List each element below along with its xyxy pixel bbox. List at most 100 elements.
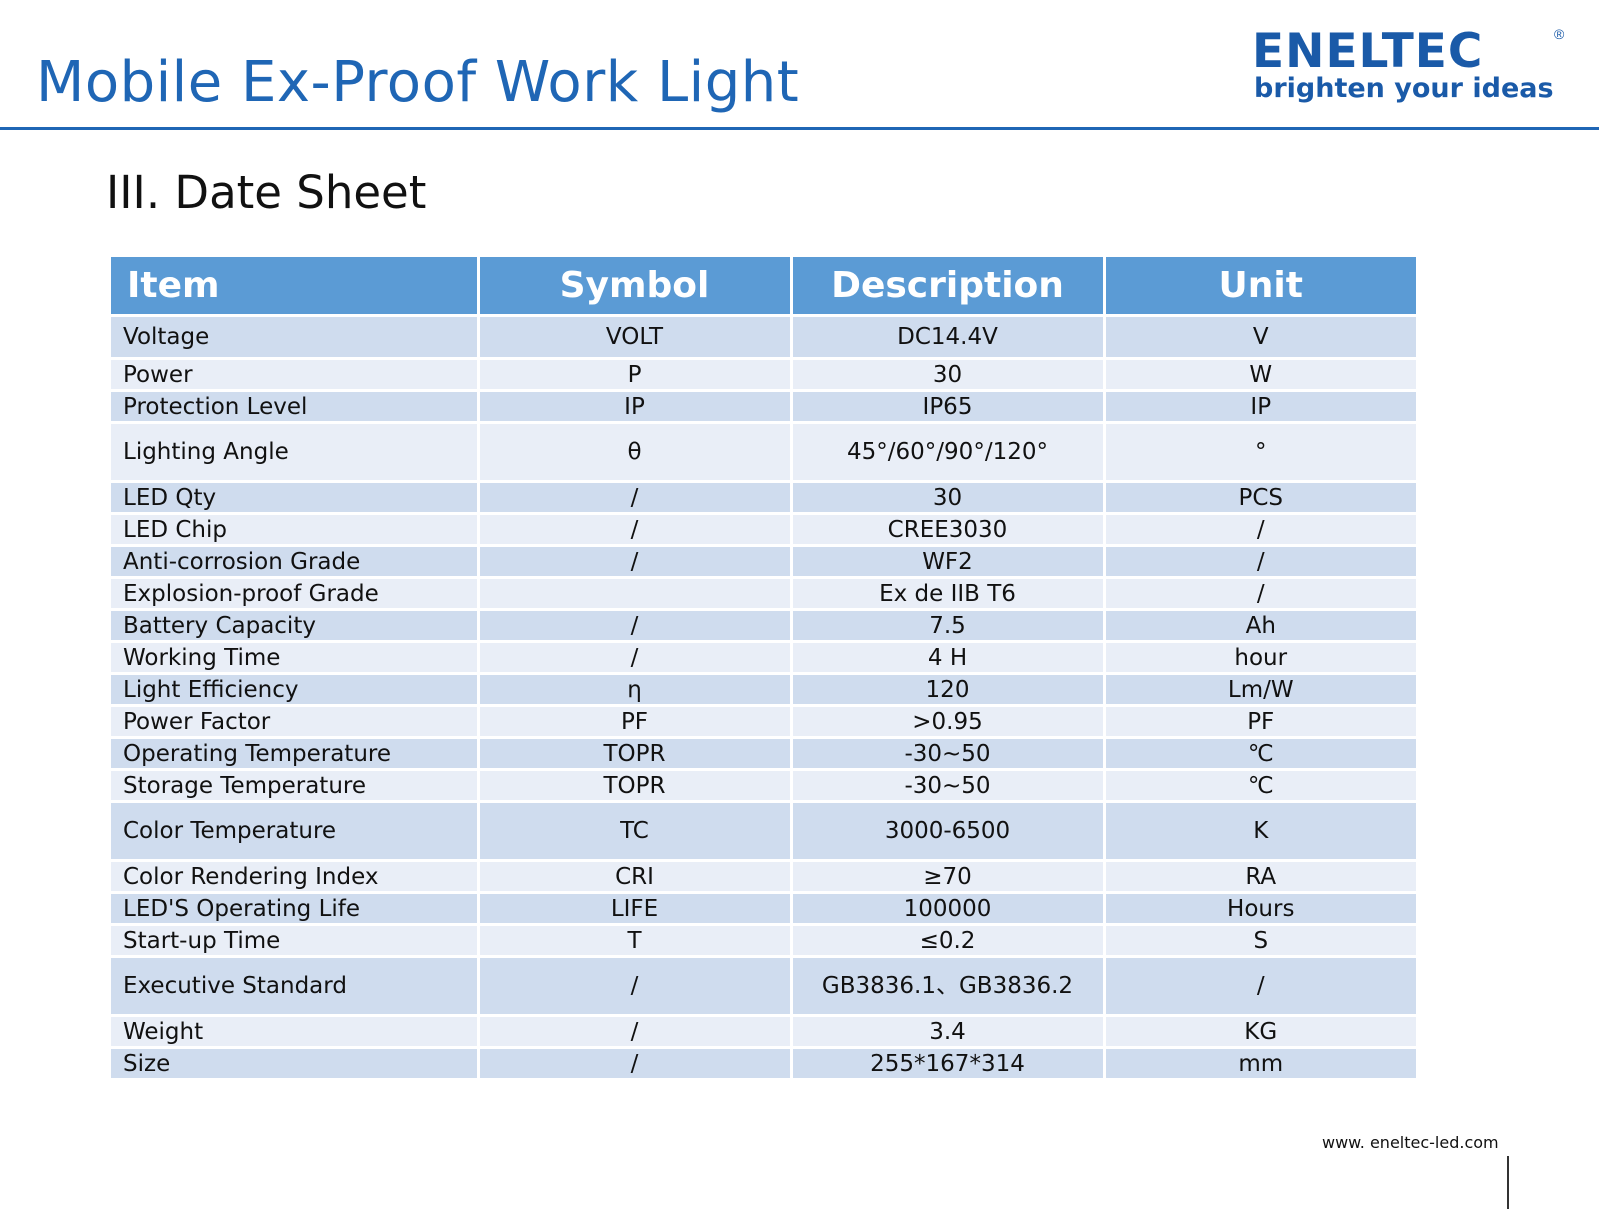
table-row: Light Efficiency η 120 Lm/W — [111, 673, 1416, 707]
cell-unit: Ah — [1104, 609, 1416, 643]
cell-description: ≤0.2 — [791, 924, 1106, 958]
table-row: Lighting Angle θ 45°/60°/90°/120° ° — [111, 422, 1416, 483]
cell-unit: Lm/W — [1104, 673, 1416, 707]
cell-description: >0.95 — [791, 705, 1106, 739]
table-row: LED Qty/30 PCS — [111, 481, 1416, 515]
cell-unit: ℃ — [1104, 737, 1416, 771]
cell-unit: S — [1104, 924, 1416, 958]
table-row: Anti-corrosion Grade / WF2/ — [111, 545, 1416, 579]
cell-symbol: θ — [478, 422, 793, 483]
cell-item: Battery Capacity — [111, 609, 480, 643]
footer-website: www. eneltec-led.com — [1322, 1133, 1499, 1152]
table-row: Color Temperature TC 3000-6500 K — [111, 801, 1416, 862]
cell-description: 3.4 — [791, 1015, 1106, 1049]
cell-item: Executive Standard — [111, 956, 480, 1017]
cell-symbol: TOPR — [478, 737, 793, 771]
cell-description: IP65 — [791, 390, 1106, 424]
cell-unit: / — [1104, 956, 1416, 1017]
cell-symbol: / — [478, 481, 793, 515]
cell-item: Color Rendering Index — [111, 860, 480, 894]
cell-unit: K — [1104, 801, 1416, 862]
cell-symbol: η — [478, 673, 793, 707]
footer-divider — [1507, 1156, 1509, 1209]
cell-item: Explosion-proof Grade — [111, 577, 480, 611]
cell-item: Working Time — [111, 641, 480, 675]
eneltec-logo: ENELTEC ® brighten your ideas — [1252, 26, 1572, 108]
cell-symbol: T — [478, 924, 793, 958]
cell-symbol — [478, 577, 793, 611]
cell-description: 4 H — [791, 641, 1106, 675]
registered-mark: ® — [1554, 26, 1565, 42]
table-row: Executive Standard / GB3836.1、GB3836.2/ — [111, 956, 1416, 1017]
cell-item: Protection Level — [111, 390, 480, 424]
cell-description: Ex de IIB T6 — [791, 577, 1106, 611]
cell-unit: ° — [1104, 422, 1416, 483]
cell-unit: PCS — [1104, 481, 1416, 515]
cell-unit: / — [1104, 577, 1416, 611]
cell-symbol: / — [478, 545, 793, 579]
cell-unit: ℃ — [1104, 769, 1416, 803]
section-title: III. Date Sheet — [106, 166, 427, 219]
cell-item: Size — [111, 1047, 480, 1081]
column-header-symbol: Symbol — [478, 257, 793, 317]
cell-item: Voltage — [111, 315, 480, 360]
table-row: Power P 30 W — [111, 358, 1416, 392]
column-header-description: Description — [791, 257, 1106, 317]
cell-description: ≥70 — [791, 860, 1106, 894]
cell-symbol: CRI — [478, 860, 793, 894]
cell-unit: PF — [1104, 705, 1416, 739]
table-row: Explosion-proof Grade Ex de IIB T6/ — [111, 577, 1416, 611]
cell-symbol: / — [478, 513, 793, 547]
cell-symbol: / — [478, 641, 793, 675]
cell-description: 255*167*314 — [791, 1047, 1106, 1081]
cell-description: 100000 — [791, 892, 1106, 926]
cell-item: Storage Temperature — [111, 769, 480, 803]
table-row: Voltage VOLT DC14.4V V — [111, 315, 1416, 360]
cell-description: 45°/60°/90°/120° — [791, 422, 1106, 483]
logo-wordmark: ENELTEC — [1252, 24, 1484, 79]
cell-description: 7.5 — [791, 609, 1106, 643]
cell-item: LED Qty — [111, 481, 480, 515]
cell-description: DC14.4V — [791, 315, 1106, 360]
column-header-unit: Unit — [1104, 257, 1416, 317]
cell-unit: / — [1104, 545, 1416, 579]
cell-description: -30~50 — [791, 737, 1106, 771]
cell-unit: / — [1104, 513, 1416, 547]
cell-item: Power Factor — [111, 705, 480, 739]
table-row: Battery Capacity/7.5 Ah — [111, 609, 1416, 643]
cell-unit: RA — [1104, 860, 1416, 894]
cell-symbol: TOPR — [478, 769, 793, 803]
table-row: LED Chip / CREE3030/ — [111, 513, 1416, 547]
table-row: Size/255*167*314 mm — [111, 1047, 1416, 1081]
cell-description: GB3836.1、GB3836.2 — [791, 956, 1106, 1017]
cell-symbol: / — [478, 609, 793, 643]
cell-unit: hour — [1104, 641, 1416, 675]
cell-description: 30 — [791, 358, 1106, 392]
cell-unit: mm — [1104, 1047, 1416, 1081]
table-row: Weight/3.4 KG — [111, 1015, 1416, 1049]
cell-unit: KG — [1104, 1015, 1416, 1049]
cell-unit: W — [1104, 358, 1416, 392]
logo-tagline: brighten your ideas — [1254, 73, 1554, 104]
table-row: Power Factor PF >0.95 PF — [111, 705, 1416, 739]
cell-description: WF2 — [791, 545, 1106, 579]
cell-symbol: / — [478, 956, 793, 1017]
table-row: Start-up Time T ≤0.2 S — [111, 924, 1416, 958]
cell-item: Start-up Time — [111, 924, 480, 958]
table-row: Protection Level IP IP65 IP — [111, 390, 1416, 424]
table-row: LED'S Operating Life LIFE 100000 Hours — [111, 892, 1416, 926]
cell-item: Anti-corrosion Grade — [111, 545, 480, 579]
page-title: Mobile Ex-Proof Work Light — [36, 50, 800, 115]
cell-item: Operating Temperature — [111, 737, 480, 771]
table-row: Operating Temperature TOPR -30~50 ℃ — [111, 737, 1416, 771]
cell-description: 120 — [791, 673, 1106, 707]
cell-symbol: / — [478, 1015, 793, 1049]
header-divider — [0, 127, 1599, 130]
cell-symbol: PF — [478, 705, 793, 739]
cell-unit: Hours — [1104, 892, 1416, 926]
cell-description: 30 — [791, 481, 1106, 515]
table-header-row: Item Symbol Description Unit — [111, 257, 1416, 317]
column-header-item: Item — [111, 257, 480, 317]
cell-symbol: IP — [478, 390, 793, 424]
